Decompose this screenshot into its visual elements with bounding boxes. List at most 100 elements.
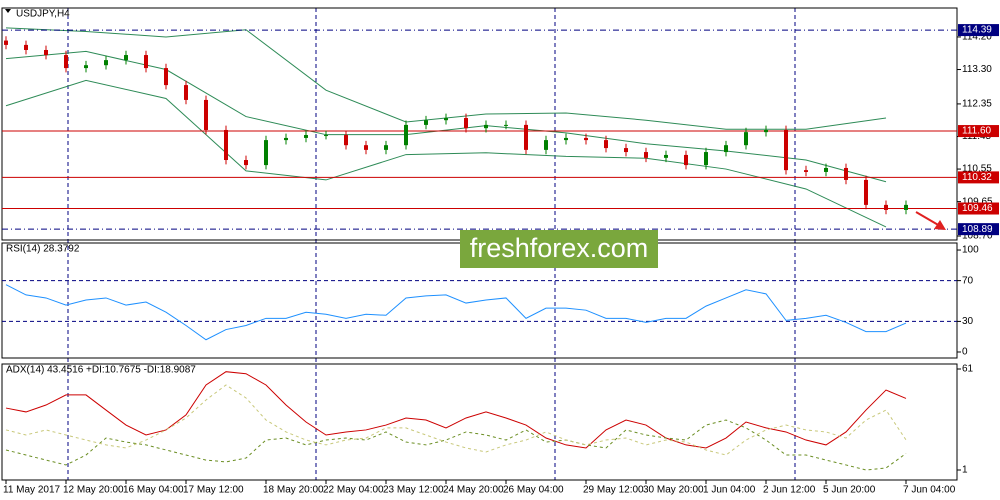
panel-title: USDJPY,H4 xyxy=(16,9,70,20)
y-tick-label: 100 xyxy=(962,245,979,256)
x-tick-label: 24 May 20:00 xyxy=(443,485,504,496)
candle-body xyxy=(784,129,788,171)
series-line xyxy=(5,50,887,183)
y-tick-label: 108.70 xyxy=(962,231,993,242)
level-label-box xyxy=(958,24,999,37)
candle-body xyxy=(144,55,148,69)
x-tick-label: 11 May 2017 xyxy=(3,485,61,496)
series-line xyxy=(5,384,907,456)
series-line xyxy=(5,284,907,341)
candle-body xyxy=(304,135,308,138)
candle-body xyxy=(624,148,628,153)
y-tick-label: 1 xyxy=(962,465,968,476)
x-tick-label: 29 May 12:00 xyxy=(583,485,644,496)
level-label: 108.89 xyxy=(962,224,993,235)
y-tick-label: 30 xyxy=(962,316,974,327)
y-tick-label: 114.20 xyxy=(962,32,992,43)
candle-body xyxy=(704,152,708,166)
x-tick-label: 18 May 20:00 xyxy=(263,485,324,496)
candle-body xyxy=(184,85,188,100)
level-label: 110.32 xyxy=(962,172,992,183)
x-tick-label: 22 May 04:00 xyxy=(323,485,384,496)
y-tick-label: 70 xyxy=(962,275,974,286)
candle-body xyxy=(724,145,728,153)
x-tick-label: 12 May 20:00 xyxy=(63,485,124,496)
candle-body xyxy=(224,129,228,161)
candle-body xyxy=(804,170,808,172)
candle-body xyxy=(904,204,908,210)
candle-body xyxy=(684,154,688,166)
x-tick-label: 17 May 12:00 xyxy=(183,485,244,496)
candle-body xyxy=(444,118,448,121)
arrow-shaft xyxy=(915,211,941,227)
y-tick-label: 110.55 xyxy=(962,164,992,175)
candle-body xyxy=(204,99,208,130)
level-label: 114.39 xyxy=(962,25,992,36)
candle-body xyxy=(644,152,648,158)
candle-body xyxy=(44,49,48,56)
candle-body xyxy=(564,137,568,141)
x-tick-label: 2 Jun 12:00 xyxy=(763,485,816,496)
menu-triangle[interactable] xyxy=(5,9,11,13)
candle-body xyxy=(544,140,548,150)
candle-body xyxy=(524,124,528,150)
candle-body xyxy=(244,160,248,166)
level-label-box xyxy=(958,202,999,215)
x-tick-label: 5 Jun 20:00 xyxy=(823,485,876,496)
candle-body xyxy=(584,137,588,141)
panel-title: ADX(14) 43.4516 +DI:10.7675 -DI:18.9087 xyxy=(6,365,196,376)
candle-body xyxy=(344,135,348,146)
x-tick-label: 1 Jun 04:00 xyxy=(703,485,756,496)
level-label-box xyxy=(958,171,999,184)
candle-body xyxy=(164,68,168,86)
candle-body xyxy=(424,120,428,125)
candle-body xyxy=(864,179,868,205)
x-tick-label: 23 May 12:00 xyxy=(383,485,444,496)
x-tick-label: 26 May 04:00 xyxy=(503,485,564,496)
candle-body xyxy=(264,140,268,166)
candle-body xyxy=(124,55,128,61)
candle-body xyxy=(404,124,408,146)
y-tick-label: 109.65 xyxy=(962,196,993,207)
level-label: 111.60 xyxy=(962,126,992,137)
candle-body xyxy=(884,204,888,210)
separators xyxy=(67,8,796,480)
level-label: 109.46 xyxy=(962,203,993,214)
candle-body xyxy=(764,129,768,133)
candle-body xyxy=(604,140,608,149)
watermark: freshforex.com xyxy=(470,233,649,263)
candle-body xyxy=(4,40,8,45)
candle-body xyxy=(84,65,88,69)
candle-body xyxy=(504,124,508,126)
candle-body xyxy=(384,145,388,150)
x-tick-label: 30 May 20:00 xyxy=(643,485,704,496)
y-tick-label: 61 xyxy=(962,364,974,375)
candle-body xyxy=(744,132,748,146)
candle-body xyxy=(364,145,368,150)
watermark-box xyxy=(460,230,658,268)
candle-body xyxy=(464,118,468,129)
candle-body xyxy=(24,44,28,50)
candle-body xyxy=(664,154,668,158)
candle-body xyxy=(64,55,68,69)
candle-body xyxy=(284,137,288,141)
candle-body xyxy=(844,167,848,180)
level-label-box xyxy=(958,125,999,138)
series-line xyxy=(5,371,907,449)
candle-body xyxy=(324,135,328,137)
y-tick-label: 0 xyxy=(962,347,968,358)
level-label-box xyxy=(958,223,999,236)
series-line xyxy=(5,79,887,228)
x-tick-label: 16 May 04:00 xyxy=(123,485,184,496)
candle-body xyxy=(484,124,488,129)
y-tick-label: 112.35 xyxy=(962,99,992,110)
arrow-head xyxy=(934,220,946,230)
y-tick-label: 113.30 xyxy=(962,64,992,75)
candle-body xyxy=(824,167,828,172)
panel-frame xyxy=(1,363,958,481)
x-tick-label: 7 Jun 04:00 xyxy=(903,485,956,496)
panel-title: RSI(14) 28.3792 xyxy=(6,244,80,255)
candle-body xyxy=(104,60,108,66)
trend-arrow xyxy=(915,211,946,230)
